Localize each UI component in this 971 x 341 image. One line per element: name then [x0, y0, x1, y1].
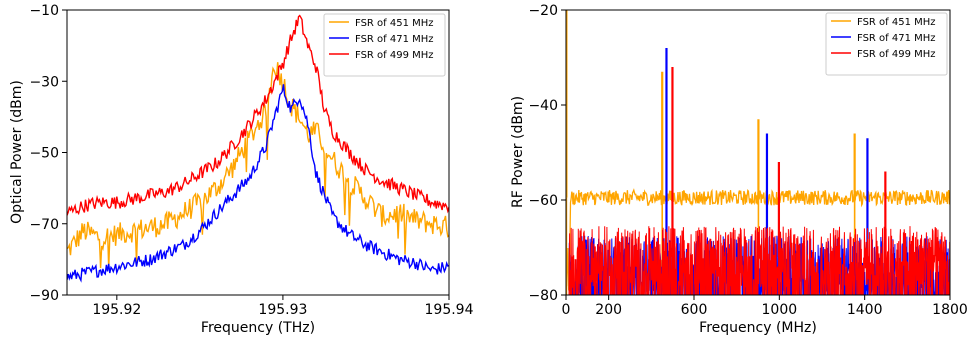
- left-y-axis-title: Optical Power (dBm): [9, 80, 25, 224]
- right-x-tick-label: 600: [681, 302, 708, 318]
- optical-spectrum-chart: 195.92 195.93 195.94 −90 −70 −50 −30 −10 Freque…: [9, 3, 474, 336]
- right-legend-entry: FSR of 471 MHz: [857, 33, 936, 44]
- right-ticks-group: 0 200 600 1000 1400 1800 −80 −60 −40 −20: [528, 3, 967, 318]
- left-y-tick-label: −10: [29, 3, 59, 19]
- left-series-line: [67, 84, 449, 283]
- right-legend-entry: FSR of 451 MHz: [857, 17, 936, 28]
- left-x-tick-label: 195.94: [425, 302, 474, 318]
- left-y-tick-label: −90: [29, 288, 59, 304]
- left-series-line: [67, 14, 449, 216]
- left-y-tick-label: −70: [29, 217, 59, 233]
- right-y-tick-label: −40: [528, 98, 558, 114]
- right-y-tick-label: −80: [528, 288, 558, 304]
- right-y-tick-label: −60: [528, 193, 558, 209]
- left-ticks-group: 195.92 195.93 195.94 −90 −70 −50 −30 −10: [29, 3, 473, 318]
- right-y-tick-label: −20: [528, 3, 558, 19]
- right-x-tick-label: 0: [562, 302, 571, 318]
- left-y-tick-label: −30: [29, 74, 59, 90]
- rf-spectrum-chart: 0 200 600 1000 1400 1800 −80 −60 −40 −20 Frequenc…: [510, 3, 968, 336]
- right-legend-frame: [825, 12, 948, 76]
- left-x-axis-title: Frequency (THz): [201, 320, 315, 336]
- left-legend-entry: FSR of 471 MHz: [355, 34, 434, 45]
- right-legend: FSR of 451 MHz FSR of 471 MHz FSR of 499 M…: [825, 12, 948, 76]
- right-x-tick-label: 200: [595, 302, 622, 318]
- right-x-axis-title: Frequency (MHz): [699, 320, 817, 336]
- right-x-tick-label: 1000: [762, 302, 798, 318]
- right-plot-frame: [565, 9, 951, 296]
- right-legend-entry: FSR of 499 MHz: [857, 49, 936, 60]
- right-x-tick-label: 1800: [932, 302, 968, 318]
- right-y-axis-title: RF Power (dBm): [510, 96, 526, 208]
- left-series-line: [67, 62, 449, 269]
- left-legend-entry: FSR of 499 MHz: [355, 50, 434, 61]
- right-x-tick-label: 1400: [847, 302, 883, 318]
- left-x-tick-label: 195.93: [258, 302, 307, 318]
- left-series-group: [67, 14, 449, 283]
- left-legend-frame: [323, 13, 446, 77]
- left-legend-entry: FSR of 451 MHz: [355, 18, 434, 29]
- left-x-tick-label: 195.92: [92, 302, 141, 318]
- left-legend: FSR of 451 MHz FSR of 471 MHz FSR of 499 M…: [323, 13, 446, 77]
- right-series-noise: [566, 226, 950, 295]
- left-y-tick-label: −50: [29, 146, 59, 162]
